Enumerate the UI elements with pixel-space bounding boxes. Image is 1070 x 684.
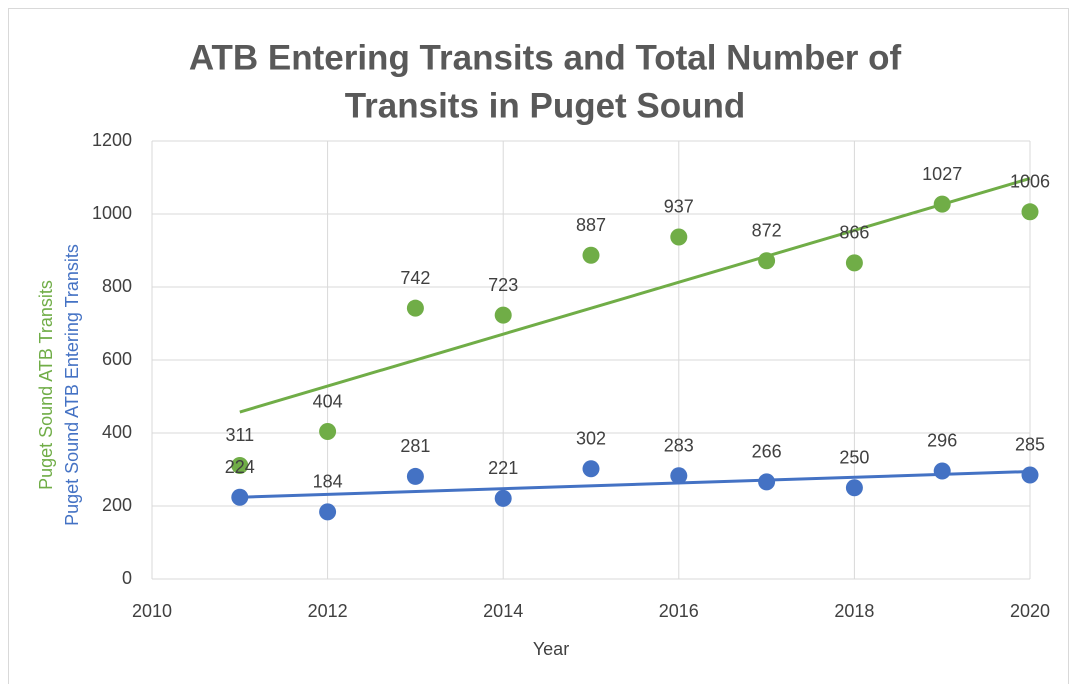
- point: [845, 254, 863, 272]
- point: [758, 252, 776, 270]
- data-label: 266: [752, 442, 782, 462]
- x-axis-label: Year: [533, 639, 569, 659]
- x-tick-label: 2014: [483, 601, 523, 621]
- y-tick-label: 0: [122, 568, 132, 588]
- x-tick-label: 2012: [308, 601, 348, 621]
- point: [670, 467, 688, 485]
- data-label: 224: [225, 457, 255, 477]
- y-tick-label: 400: [102, 422, 132, 442]
- y-tick-label: 600: [102, 349, 132, 369]
- x-tick-label: 2020: [1010, 601, 1050, 621]
- point: [231, 488, 249, 506]
- point: [319, 423, 337, 441]
- data-label: 1006: [1010, 172, 1050, 192]
- point: [319, 503, 337, 521]
- point: [582, 246, 600, 264]
- x-tick-label: 2018: [834, 601, 874, 621]
- data-label: 937: [664, 197, 694, 217]
- data-label: 296: [927, 431, 957, 451]
- x-tick-label: 2016: [659, 601, 699, 621]
- data-label: 1027: [922, 164, 962, 184]
- trendline: [239, 176, 1031, 414]
- data-label: 285: [1015, 435, 1045, 455]
- point: [845, 479, 863, 497]
- point: [1021, 466, 1039, 484]
- data-label: 723: [488, 275, 518, 295]
- data-label: 302: [576, 429, 606, 449]
- data-label: 404: [313, 391, 343, 411]
- data-label: 311: [225, 425, 254, 445]
- data-label: 250: [839, 448, 869, 468]
- y-tick-label: 1200: [92, 130, 132, 150]
- y-tick-label: 200: [102, 495, 132, 515]
- data-label: 221: [488, 458, 518, 478]
- data-label: 184: [313, 472, 343, 492]
- trendline: [239, 470, 1031, 499]
- point: [933, 462, 951, 480]
- y-tick-label: 1000: [92, 203, 132, 223]
- data-label: 283: [664, 435, 694, 455]
- data-label: 281: [400, 436, 430, 456]
- point: [670, 228, 688, 246]
- point: [582, 460, 600, 478]
- point: [933, 195, 951, 213]
- chart-title: Transits in Puget Sound: [345, 86, 746, 125]
- point: [406, 299, 424, 317]
- point: [758, 473, 776, 491]
- chart-border: [8, 8, 1069, 684]
- data-label: 742: [400, 268, 430, 288]
- point: [231, 456, 249, 474]
- point: [494, 489, 512, 507]
- point: [406, 467, 424, 485]
- point: [494, 306, 512, 324]
- point: [1021, 203, 1039, 221]
- chart-title: ATB Entering Transits and Total Number o…: [189, 38, 902, 77]
- x-tick-label: 2010: [132, 601, 172, 621]
- y-tick-label: 800: [102, 276, 132, 296]
- data-label: 887: [576, 215, 606, 235]
- legend-label: Puget Sound ATB Transits: [36, 280, 56, 490]
- data-label: 866: [839, 223, 869, 243]
- legend-label: Puget Sound ATB Entering Transits: [62, 244, 82, 526]
- data-label: 872: [752, 220, 782, 240]
